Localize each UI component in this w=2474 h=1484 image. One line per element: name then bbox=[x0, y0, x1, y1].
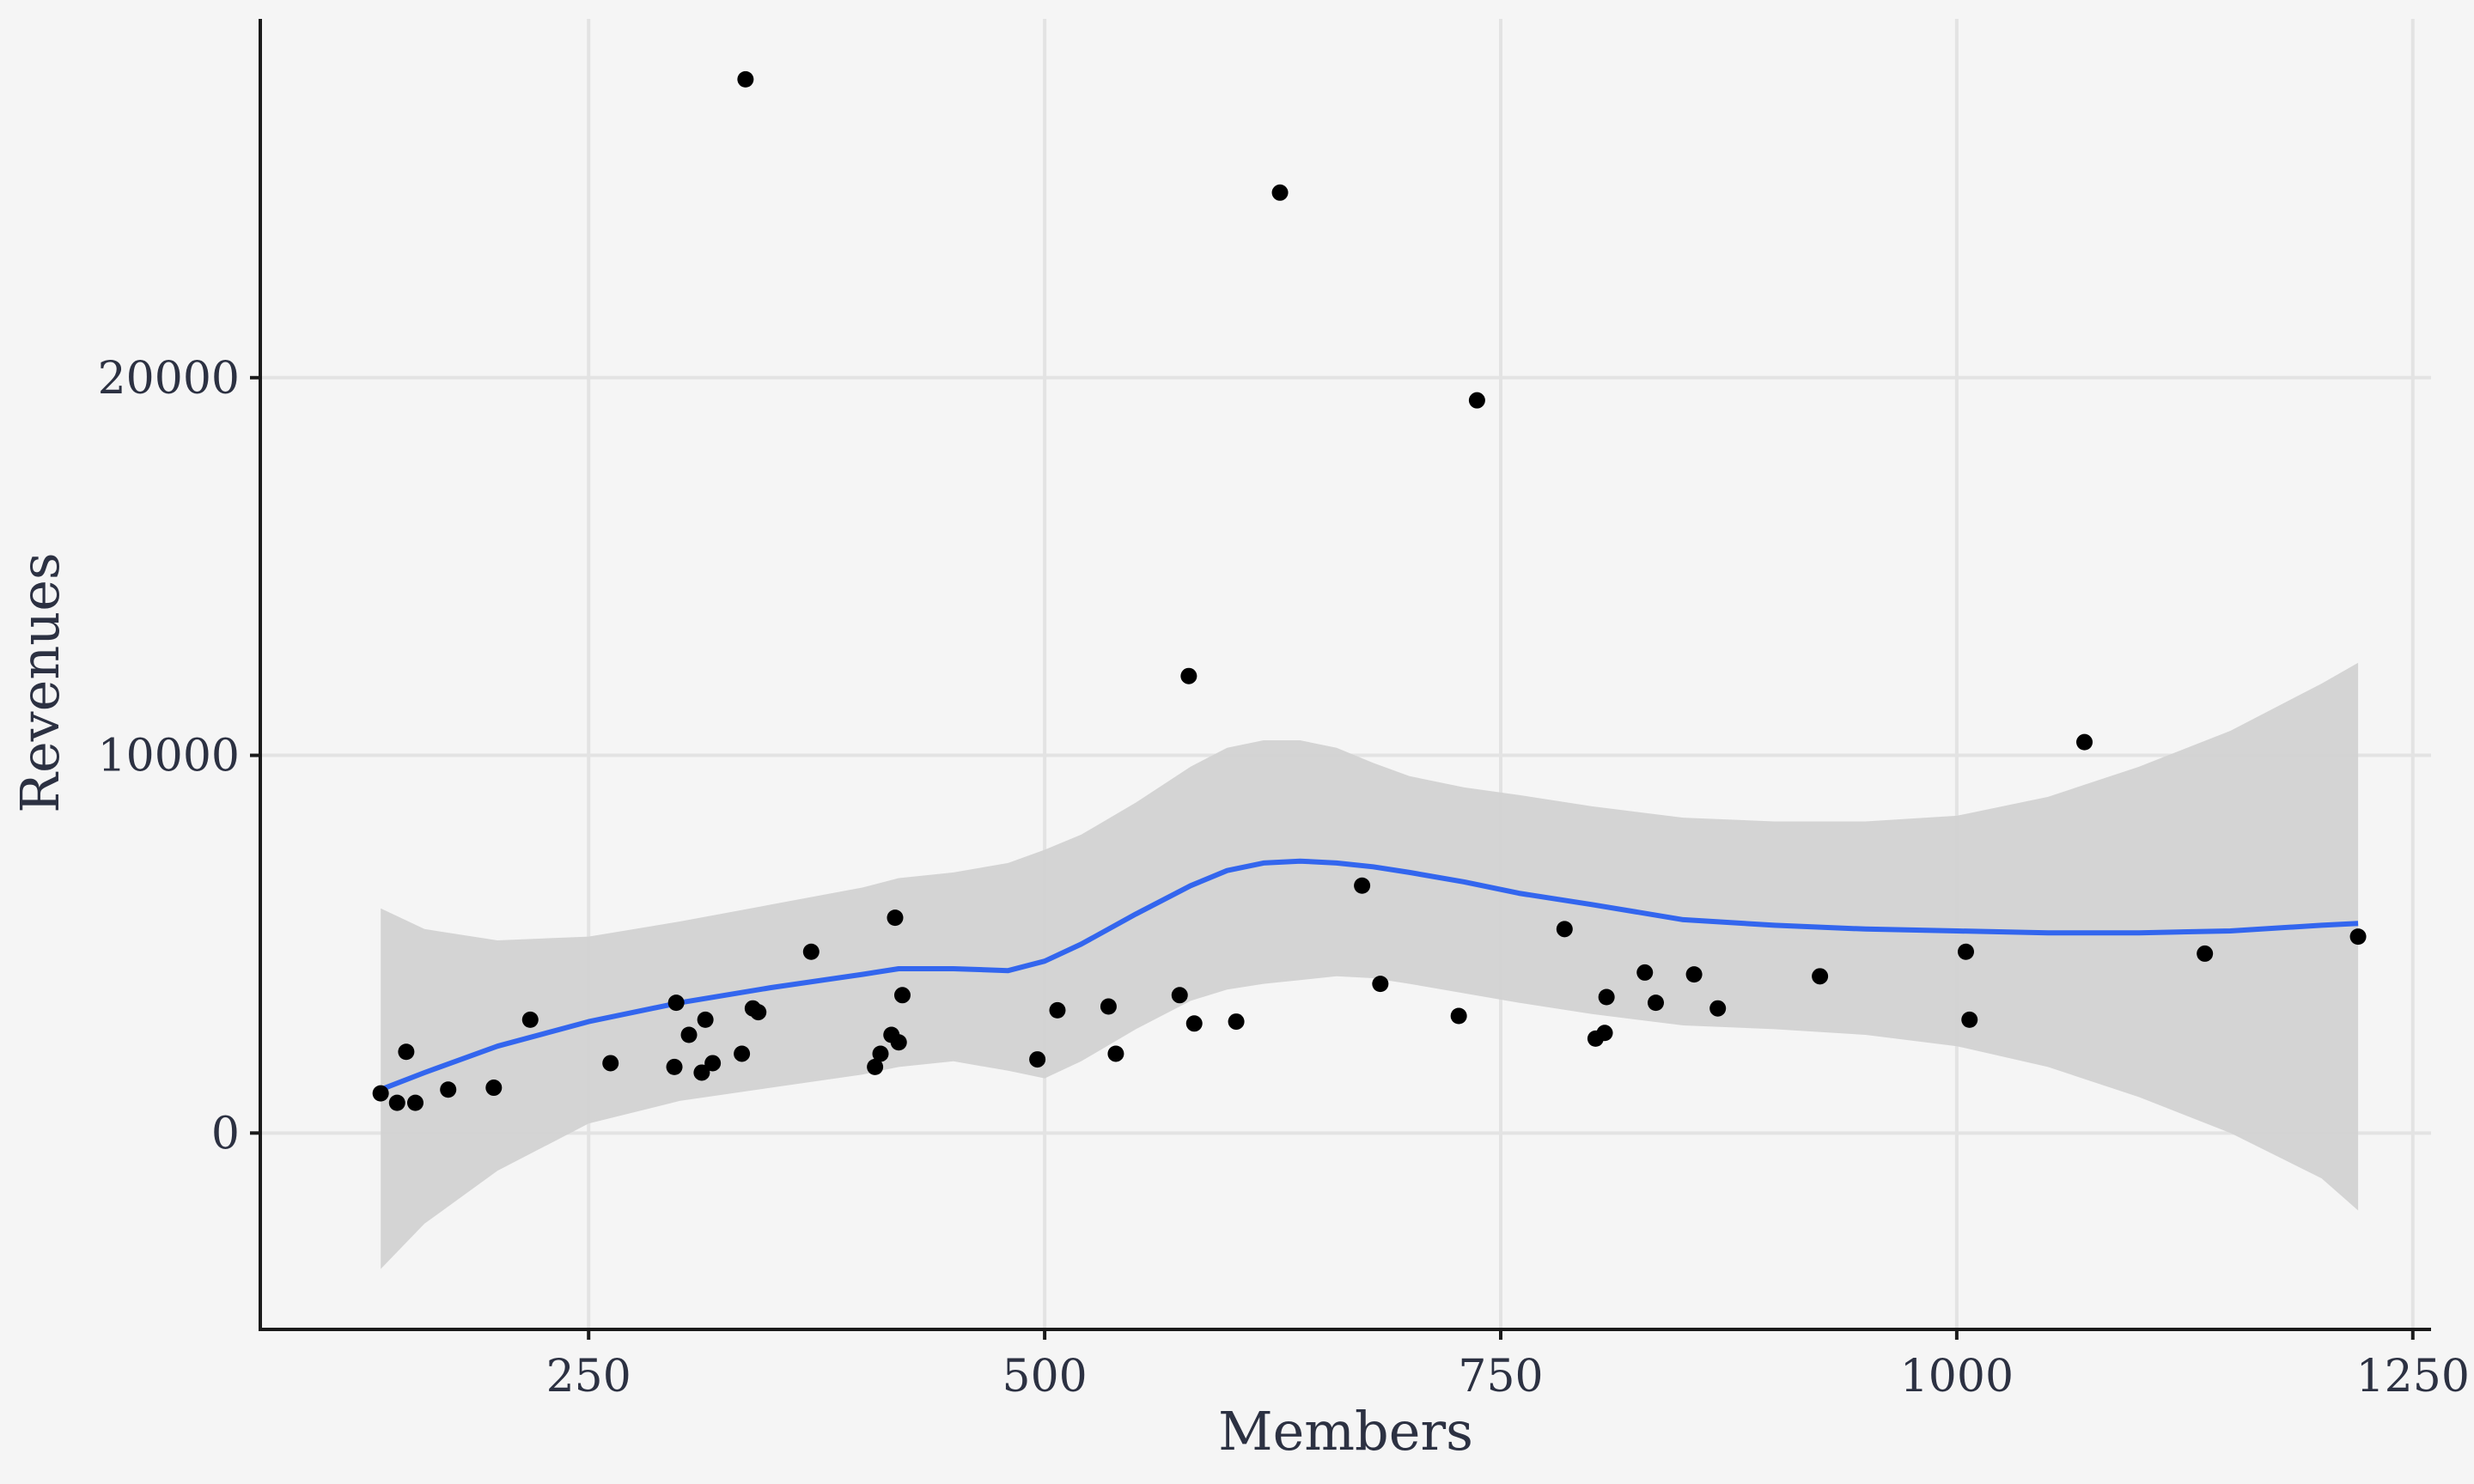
data-point bbox=[893, 987, 911, 1004]
data-point bbox=[1107, 1045, 1124, 1062]
data-point bbox=[1648, 994, 1664, 1012]
data-point bbox=[666, 1058, 683, 1075]
data-point bbox=[887, 909, 904, 927]
y-tick-label: 10000 bbox=[98, 731, 240, 782]
gridlines bbox=[260, 19, 2431, 1329]
data-point bbox=[704, 1055, 722, 1072]
data-point bbox=[1958, 943, 1974, 960]
data-point bbox=[2197, 945, 2214, 962]
data-point bbox=[697, 1011, 714, 1028]
data-point bbox=[1961, 1011, 1978, 1028]
data-point bbox=[1271, 184, 1289, 201]
data-point bbox=[372, 1085, 389, 1102]
data-point bbox=[734, 1045, 751, 1062]
data-point bbox=[388, 1094, 405, 1111]
data-point bbox=[802, 943, 820, 960]
data-point bbox=[1556, 921, 1573, 938]
data-point bbox=[602, 1055, 619, 1072]
confidence-band-area bbox=[381, 662, 2359, 1269]
data-point bbox=[440, 1081, 457, 1098]
data-point bbox=[1685, 966, 1703, 983]
data-point bbox=[1180, 667, 1197, 684]
data-point bbox=[1596, 1025, 1613, 1042]
data-point bbox=[1354, 877, 1371, 894]
data-point bbox=[693, 1064, 710, 1081]
data-point bbox=[1468, 392, 1485, 409]
data-point bbox=[867, 1058, 884, 1075]
data-point bbox=[1185, 1015, 1203, 1032]
x-tick-label: 1250 bbox=[2356, 1351, 2470, 1402]
x-tick-label: 500 bbox=[1002, 1351, 1087, 1402]
data-point bbox=[521, 1011, 539, 1028]
data-point bbox=[1100, 998, 1117, 1015]
data-point bbox=[407, 1094, 424, 1111]
confidence-band bbox=[381, 662, 2359, 1269]
data-point bbox=[1228, 1013, 1245, 1031]
data-point bbox=[1029, 1051, 1046, 1068]
data-point bbox=[1812, 968, 1829, 985]
x-tick-label: 250 bbox=[546, 1351, 631, 1402]
data-point bbox=[890, 1034, 907, 1051]
y-tick-label: 20000 bbox=[98, 353, 240, 404]
x-tick-label: 1000 bbox=[1900, 1351, 2014, 1402]
x-axis-title: Members bbox=[1218, 1400, 1473, 1463]
smooth-fit bbox=[380, 858, 2359, 1092]
data-point bbox=[1450, 1007, 1467, 1025]
data-point bbox=[2349, 928, 2367, 946]
data-point bbox=[1709, 1000, 1727, 1017]
data-point bbox=[667, 994, 685, 1012]
smooth-fit-line bbox=[380, 858, 2359, 1092]
y-axis-title: Revenues bbox=[9, 552, 71, 812]
data-point bbox=[680, 1026, 698, 1043]
data-point bbox=[485, 1080, 503, 1097]
data-point bbox=[1636, 964, 1654, 981]
data-point bbox=[1598, 988, 1615, 1006]
data-point bbox=[1049, 1001, 1066, 1019]
data-point bbox=[398, 1043, 415, 1061]
data-point bbox=[1171, 987, 1188, 1004]
data-point bbox=[1372, 976, 1389, 993]
y-tick-label: 0 bbox=[211, 1108, 240, 1159]
data-point bbox=[2076, 733, 2093, 751]
x-tick-label: 750 bbox=[1458, 1351, 1543, 1402]
data-points bbox=[372, 70, 2367, 1111]
data-point bbox=[750, 1004, 767, 1021]
axes: 250 500 750 1000 1250 0 10000 20000 bbox=[98, 19, 2470, 1402]
data-point bbox=[737, 70, 754, 88]
data-point bbox=[872, 1045, 889, 1062]
